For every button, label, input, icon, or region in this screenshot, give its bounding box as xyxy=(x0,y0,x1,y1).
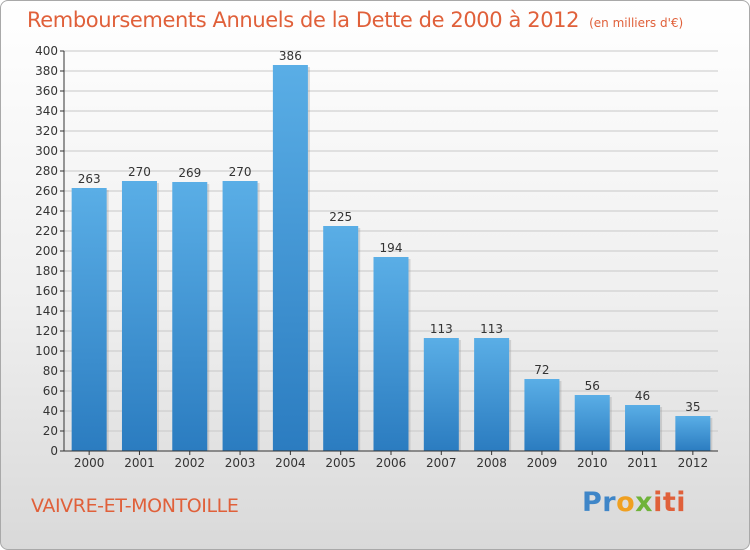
axis-layer: 0 20 40 60 80 100 120 140 160 180 200 220 240 260 280 3… xyxy=(35,44,718,470)
chart-title-text: Remboursements Annuels de la Dette de 20… xyxy=(27,8,580,32)
bar-value-label: 46 xyxy=(635,389,650,403)
x-tick-label: 2011 xyxy=(627,456,658,470)
bar xyxy=(625,405,661,451)
y-tick-label: 280 xyxy=(35,164,58,178)
bar-value-label: 72 xyxy=(534,363,549,377)
y-tick-label: 360 xyxy=(35,84,58,98)
bar-value-label: 386 xyxy=(279,49,302,63)
x-tick-label: 2010 xyxy=(577,456,608,470)
x-tick-label: 2004 xyxy=(275,456,306,470)
bar xyxy=(675,416,711,451)
x-tick-label: 2008 xyxy=(476,456,507,470)
proxiti-logo: Proxiti xyxy=(582,487,686,518)
bar xyxy=(373,257,409,451)
x-tick-label: 2009 xyxy=(527,456,558,470)
bar xyxy=(323,226,359,451)
y-tick-label: 120 xyxy=(35,324,58,338)
logo-part-1: Pr xyxy=(582,487,617,518)
x-tick-label: 2002 xyxy=(174,456,205,470)
x-tick-label: 2001 xyxy=(124,456,155,470)
y-tick-label: 240 xyxy=(35,204,58,218)
y-tick-label: 220 xyxy=(35,224,58,238)
logo-part-4: iti xyxy=(653,487,687,518)
bar-value-label: 56 xyxy=(585,379,600,393)
y-tick-label: 60 xyxy=(43,384,58,398)
bar xyxy=(172,182,208,451)
logo-part-2: o xyxy=(616,487,636,518)
bar-value-label: 35 xyxy=(685,400,700,414)
bar-value-label: 113 xyxy=(430,322,453,336)
bar xyxy=(71,188,107,451)
chart-title: Remboursements Annuels de la Dette de 20… xyxy=(27,8,683,32)
bar xyxy=(574,395,610,451)
y-tick-label: 100 xyxy=(35,344,58,358)
y-tick-label: 80 xyxy=(43,364,58,378)
bar-value-label: 113 xyxy=(480,322,503,336)
bar xyxy=(121,181,157,451)
y-tick-label: 0 xyxy=(50,444,58,458)
y-tick-label: 40 xyxy=(43,404,58,418)
y-tick-label: 380 xyxy=(35,64,58,78)
y-tick-label: 300 xyxy=(35,144,58,158)
bar-layer: 263 270 269 270 386 225 194 113 113 72 56 46 35 xyxy=(71,49,713,451)
chart-unit: (en milliers d'€) xyxy=(589,16,684,30)
bar-value-label: 225 xyxy=(329,210,352,224)
y-tick-label: 140 xyxy=(35,304,58,318)
bar xyxy=(222,181,258,451)
logo-part-3: x xyxy=(635,487,654,518)
y-tick-label: 160 xyxy=(35,284,58,298)
bar xyxy=(474,338,510,451)
bar-value-label: 270 xyxy=(128,165,151,179)
y-tick-label: 260 xyxy=(35,184,58,198)
bar xyxy=(524,379,560,451)
x-tick-label: 2003 xyxy=(225,456,256,470)
bar-value-label: 270 xyxy=(229,165,252,179)
bar xyxy=(272,65,308,451)
bar-value-label: 269 xyxy=(178,166,201,180)
x-tick-label: 2007 xyxy=(426,456,457,470)
bar xyxy=(423,338,459,451)
commune-name: VAIVRE-ET-MONTOILLE xyxy=(31,495,239,517)
bar-value-label: 263 xyxy=(78,172,101,186)
x-tick-label: 2006 xyxy=(376,456,407,470)
y-tick-label: 200 xyxy=(35,244,58,258)
y-tick-label: 340 xyxy=(35,104,58,118)
y-tick-label: 400 xyxy=(35,44,58,58)
x-tick-label: 2000 xyxy=(74,456,105,470)
y-tick-label: 320 xyxy=(35,124,58,138)
bar-value-label: 194 xyxy=(380,241,403,255)
y-tick-label: 20 xyxy=(43,424,58,438)
x-tick-label: 2012 xyxy=(678,456,709,470)
x-tick-label: 2005 xyxy=(325,456,356,470)
y-tick-label: 180 xyxy=(35,264,58,278)
